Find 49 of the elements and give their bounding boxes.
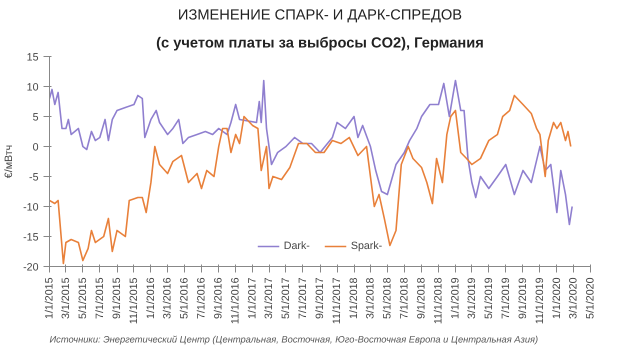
x-tick-label: 11/1/2015 (128, 277, 140, 324)
x-tick-label: 5/1/2015 (76, 277, 89, 319)
x-tick-label: 5/1/2016 (178, 277, 191, 319)
x-tick-label: 11/1/2018 (432, 277, 445, 324)
x-tick-label: 9/1/2016 (212, 277, 225, 319)
x-tick-label: 1/1/2015 (44, 277, 56, 319)
chart-title: ИЗМЕНЕНИЕ СПАРК- И ДАРК-СПРЕДОВ (178, 8, 462, 24)
line-series (50, 94, 572, 264)
x-tick-label: 7/1/2017 (296, 277, 309, 319)
x-tick-label: 1/1/2018 (348, 277, 360, 319)
x-tick-label: 3/1/2015 (60, 277, 72, 319)
x-tick-label: 3/1/2020 (568, 277, 580, 319)
x-tick-label: 1/1/2016 (144, 277, 157, 319)
y-tick-label: 0 (32, 142, 39, 154)
x-tick-label: 7/1/2015 (94, 277, 106, 319)
x-tick-label: 11/1/2019 (534, 277, 546, 324)
legend-label: Spark- (350, 240, 382, 252)
y-axis-title: €/мВтч (3, 144, 16, 178)
y-tick-label: 15 (26, 52, 39, 64)
x-tick-label: 5/1/2018 (381, 277, 394, 319)
x-tick-label: 7/1/2019 (500, 277, 512, 319)
x-tick-label: 5/1/2019 (482, 277, 495, 319)
x-tick-label: 9/1/2019 (516, 277, 529, 319)
text: Источники: Энергетический Центр (Центральная, Восточная, Юго-Восточная Европа и Центральная Азия) (50, 334, 538, 344)
x-tick-label: 1/1/2019 (449, 277, 462, 319)
x-tick-label: 9/1/2017 (314, 277, 326, 319)
y-tick-label: 5 (32, 112, 39, 124)
line-series (50, 80, 573, 226)
x-tick-label: 11/1/2016 (230, 277, 242, 324)
y-tick-label: -15 (23, 232, 39, 244)
y-tick-label: -5 (29, 172, 39, 184)
x-tick-label: 11/1/2017 (331, 277, 344, 324)
x-tick-label: 1/1/2020 (550, 277, 563, 319)
x-tick-label: 5/1/2020 (584, 277, 596, 319)
x-tick-label: 3/1/2016 (162, 277, 174, 319)
x-tick-label: 9/1/2015 (111, 277, 124, 319)
x-tick-label: 7/1/2016 (195, 277, 208, 319)
x-tick-label: 7/1/2018 (398, 277, 410, 319)
x-tick-label: 9/1/2018 (416, 277, 428, 319)
x-tick-label: 3/1/2017 (263, 277, 276, 319)
x-tick-label: 3/1/2019 (466, 277, 478, 319)
chart-subtitle: (с учетом платы за выбросы CO2), Германия (156, 36, 484, 52)
y-tick-label: -20 (23, 262, 39, 274)
y-tick-label: 10 (26, 82, 39, 94)
x-tick-label: 1/1/2017 (246, 277, 259, 319)
y-tick-label: -10 (23, 202, 39, 214)
legend-label: Dark- (284, 240, 310, 252)
x-tick-label: 5/1/2017 (280, 277, 292, 319)
x-tick-label: 3/1/2018 (364, 277, 376, 319)
